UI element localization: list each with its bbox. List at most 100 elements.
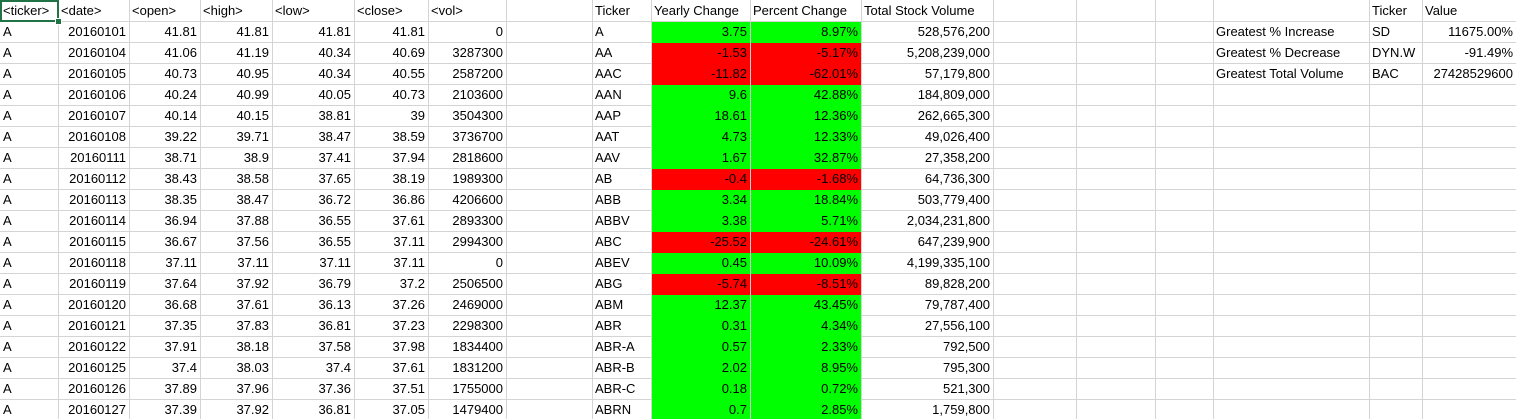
raw-data-cell[interactable]: 1479400	[452, 402, 503, 417]
raw-data-cell[interactable]: 37.11	[393, 255, 425, 270]
yearly-change-cell[interactable]: 0.45	[721, 255, 747, 270]
percent-change-cell[interactable]: -62.01%	[809, 66, 858, 81]
yearly-change-cell[interactable]: 2.02	[721, 360, 747, 375]
raw-data-cell[interactable]: 41.06	[164, 45, 197, 60]
yearly-change-cell[interactable]: 4.73	[721, 129, 747, 144]
total-volume-cell[interactable]: 528,576,200	[917, 24, 990, 39]
summary-ticker-cell[interactable]: ABC	[595, 234, 622, 249]
yearly-change-cell[interactable]: -0.4	[724, 171, 747, 186]
raw-data-cell[interactable]: 40.34	[318, 45, 351, 60]
raw-data-cell[interactable]: 38.19	[392, 171, 425, 186]
raw-data-cell[interactable]: 36.86	[392, 192, 425, 207]
raw-data-cell[interactable]: 20160121	[68, 318, 126, 333]
raw-data-cell[interactable]: 20160122	[68, 339, 126, 354]
raw-data-cell[interactable]: 38.35	[164, 192, 197, 207]
raw-data-cell[interactable]: 40.73	[392, 87, 425, 102]
raw-data-cell[interactable]: 20160118	[69, 255, 126, 270]
raw-data-cell[interactable]: 37.98	[392, 339, 425, 354]
percent-change-cell[interactable]: 12.36%	[813, 108, 858, 123]
raw-data-cell[interactable]: 37.2	[399, 276, 425, 291]
raw-data-cell[interactable]: 40.69	[392, 45, 425, 60]
raw-data-cell[interactable]: 1831200	[452, 360, 503, 375]
raw-data-cell[interactable]: 20160104	[68, 45, 126, 60]
raw-data-cell[interactable]: A	[3, 192, 12, 207]
raw-data-cell[interactable]: 40.24	[164, 87, 197, 102]
raw-data-cell[interactable]: 37.65	[318, 171, 351, 186]
yearly-change-cell[interactable]: -5.74	[717, 276, 747, 291]
raw-data-cell[interactable]: 20160108	[68, 129, 126, 144]
yearly-change-cell[interactable]: 0.31	[721, 318, 747, 333]
raw-header-cell[interactable]: <open>	[132, 3, 177, 18]
raw-data-cell[interactable]: A	[3, 150, 12, 165]
raw-data-cell[interactable]: 40.05	[318, 87, 351, 102]
total-volume-cell[interactable]: 49,026,400	[924, 129, 990, 144]
summary-ticker-cell[interactable]: ABG	[595, 276, 623, 291]
raw-data-cell[interactable]: 40.14	[164, 108, 197, 123]
total-volume-cell[interactable]: 5,208,239,000	[906, 45, 990, 60]
raw-data-cell[interactable]: 2469000	[452, 297, 503, 312]
raw-data-cell[interactable]: 2994300	[452, 234, 503, 249]
raw-data-cell[interactable]: 37.11	[393, 234, 425, 249]
raw-data-cell[interactable]: A	[3, 255, 12, 270]
total-volume-cell[interactable]: 27,358,200	[924, 150, 990, 165]
summary-ticker-cell[interactable]: ABR-A	[595, 339, 635, 354]
percent-change-cell[interactable]: 5.71%	[821, 213, 858, 228]
yearly-change-cell[interactable]: 9.6	[728, 87, 747, 102]
raw-header-cell[interactable]: <high>	[203, 3, 243, 18]
raw-data-cell[interactable]: 20160125	[68, 360, 126, 375]
raw-data-cell[interactable]: 37.61	[236, 297, 269, 312]
raw-data-cell[interactable]: 20160106	[68, 87, 126, 102]
raw-data-cell[interactable]: 37.61	[392, 213, 425, 228]
percent-change-cell[interactable]: 0.72%	[821, 381, 858, 396]
raw-data-cell[interactable]: 36.81	[318, 318, 351, 333]
percent-change-cell[interactable]: 12.33%	[813, 129, 858, 144]
raw-data-cell[interactable]: 39.22	[164, 129, 197, 144]
summary-ticker-cell[interactable]: AB	[595, 171, 613, 186]
summary-ticker-cell[interactable]: ABM	[595, 297, 624, 312]
raw-data-cell[interactable]: 37.36	[318, 381, 351, 396]
greatest-ticker-cell[interactable]: DYN.W	[1372, 45, 1416, 60]
percent-change-cell[interactable]: 42.88%	[813, 87, 858, 102]
raw-data-cell[interactable]: A	[3, 402, 12, 417]
raw-data-cell[interactable]: 36.72	[318, 192, 351, 207]
raw-data-cell[interactable]: 40.99	[236, 87, 269, 102]
raw-data-cell[interactable]: 36.67	[164, 234, 197, 249]
total-volume-cell[interactable]: 647,239,900	[917, 234, 990, 249]
raw-data-cell[interactable]: 1989300	[452, 171, 503, 186]
percent-change-cell[interactable]: 2.33%	[821, 339, 858, 354]
greatest-label-cell[interactable]: Greatest % Increase	[1216, 24, 1335, 39]
raw-data-cell[interactable]: 37.11	[237, 255, 269, 270]
raw-data-cell[interactable]: 36.79	[318, 276, 351, 291]
raw-data-cell[interactable]: 37.23	[392, 318, 425, 333]
yearly-change-cell[interactable]: 0.7	[728, 402, 747, 417]
raw-data-cell[interactable]: 36.13	[318, 297, 351, 312]
raw-data-cell[interactable]: 20160113	[69, 192, 126, 207]
raw-data-cell[interactable]: A	[3, 234, 12, 249]
percent-change-cell[interactable]: 2.85%	[821, 402, 858, 417]
percent-change-cell[interactable]: 32.87%	[813, 150, 858, 165]
raw-data-cell[interactable]: 3287300	[452, 45, 503, 60]
raw-data-cell[interactable]: 38.71	[164, 150, 197, 165]
raw-data-cell[interactable]: 1755000	[452, 381, 503, 396]
raw-data-cell[interactable]: 37.61	[392, 360, 425, 375]
raw-data-cell[interactable]: 37.51	[392, 381, 425, 396]
raw-data-cell[interactable]: 38.43	[164, 171, 197, 186]
raw-data-cell[interactable]: 41.81	[392, 24, 425, 39]
raw-data-cell[interactable]: 40.15	[236, 108, 269, 123]
raw-data-cell[interactable]: 41.81	[164, 24, 197, 39]
raw-data-cell[interactable]: A	[3, 129, 12, 144]
greatest-ticker-cell[interactable]: BAC	[1372, 66, 1399, 81]
summary-ticker-cell[interactable]: AAT	[595, 129, 620, 144]
raw-data-cell[interactable]: 2893300	[452, 213, 503, 228]
total-volume-cell[interactable]: 521,300	[943, 381, 990, 396]
total-volume-cell[interactable]: 792,500	[943, 339, 990, 354]
raw-data-cell[interactable]: 38.59	[392, 129, 425, 144]
raw-header-cell[interactable]: <ticker>	[3, 3, 50, 18]
yearly-change-cell[interactable]: 0.18	[721, 381, 747, 396]
yearly-change-cell[interactable]: -11.82	[711, 66, 747, 81]
raw-data-cell[interactable]: 2506500	[452, 276, 503, 291]
yearly-change-cell[interactable]: 0.57	[721, 339, 747, 354]
raw-data-cell[interactable]: 39	[410, 108, 425, 123]
raw-data-cell[interactable]: 38.81	[318, 108, 351, 123]
raw-data-cell[interactable]: 20160114	[69, 213, 126, 228]
